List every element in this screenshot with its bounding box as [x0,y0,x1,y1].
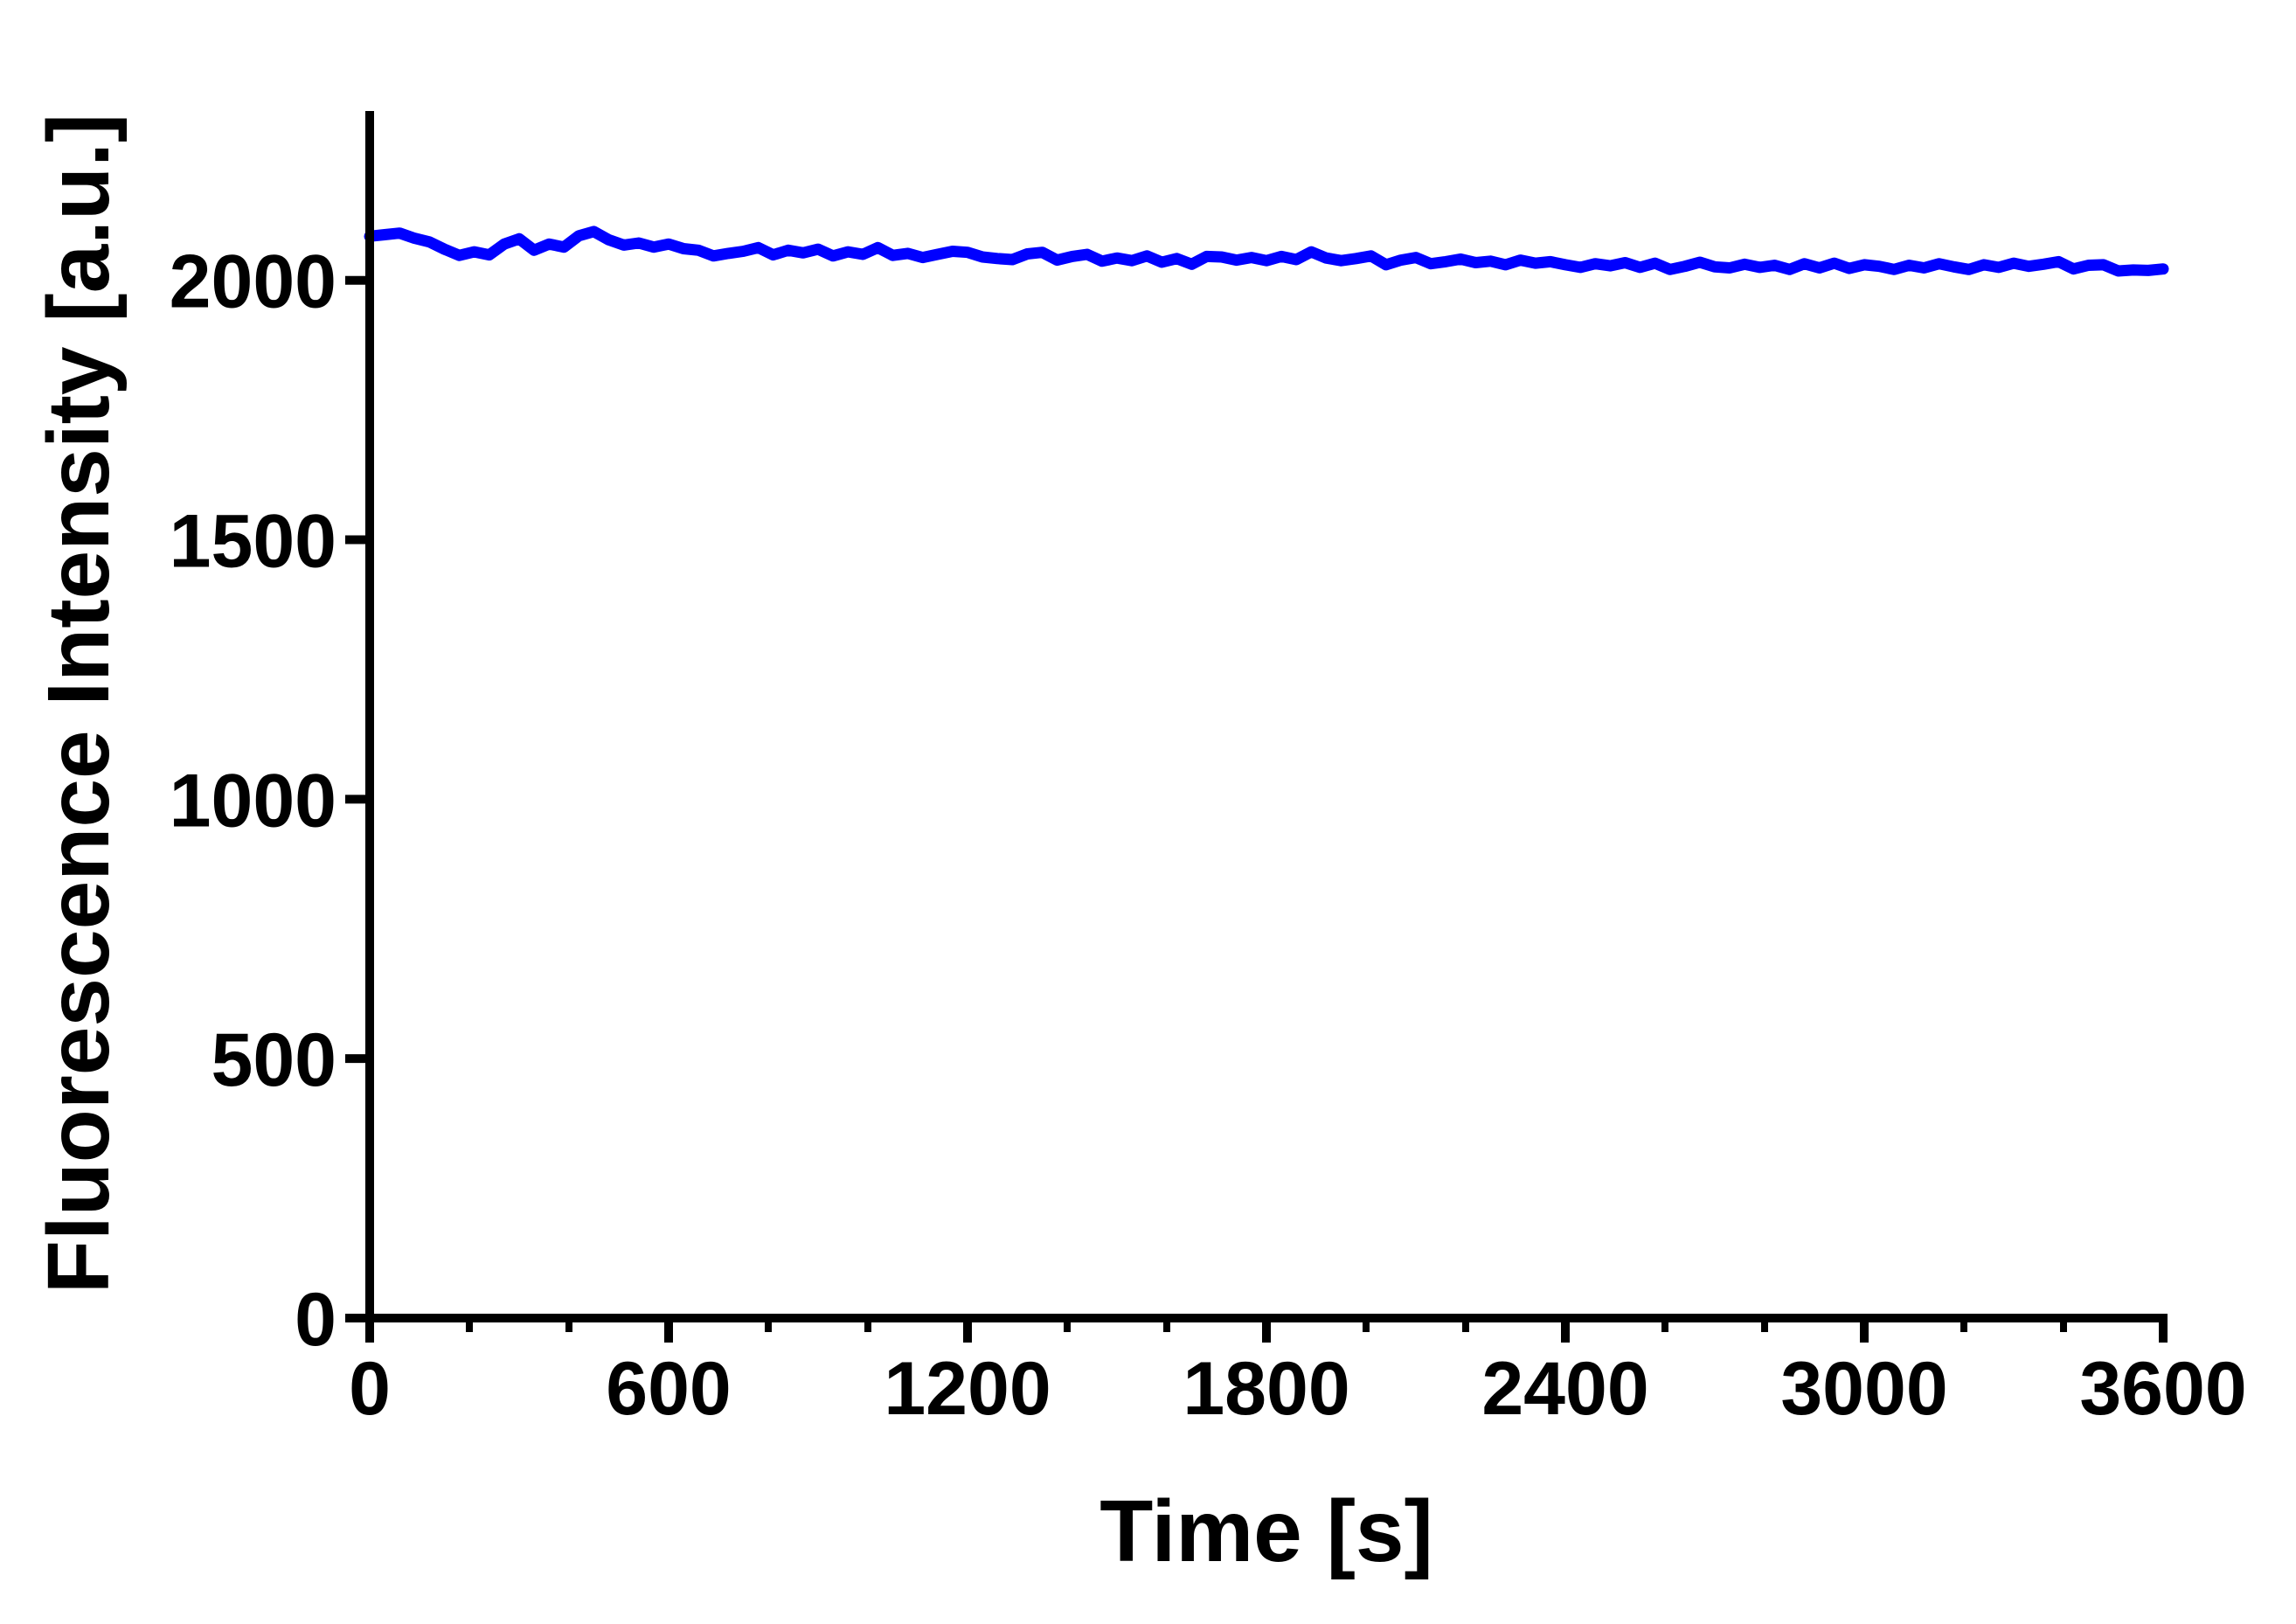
x-tick-label: 1200 [884,1347,1051,1431]
x-tick-label: 2400 [1481,1347,1648,1431]
y-tick-label: 1500 [170,500,336,584]
y-tick-label: 2000 [170,240,336,324]
axis-ticks [345,275,2168,1343]
y-tick-label: 500 [212,1018,337,1102]
series-line [364,226,2169,277]
y-axis-title: Fluorescence Intensity [a.u.] [30,114,128,1294]
x-tick-label: 0 [349,1347,391,1431]
y-tick-label: 1000 [170,759,336,843]
x-tick-label: 3000 [1780,1347,1947,1431]
x-tick-label: 1800 [1183,1347,1349,1431]
y-tick-label: 0 [295,1278,336,1362]
x-axis-title: Time [s] [1099,1482,1433,1580]
x-tick-label: 3600 [2079,1347,2246,1431]
tick-labels: 0 600 1200 1800 2400 3000 3600 0 500 1000 1500 2000 [170,240,2247,1431]
x-tick-label: 600 [606,1347,732,1431]
